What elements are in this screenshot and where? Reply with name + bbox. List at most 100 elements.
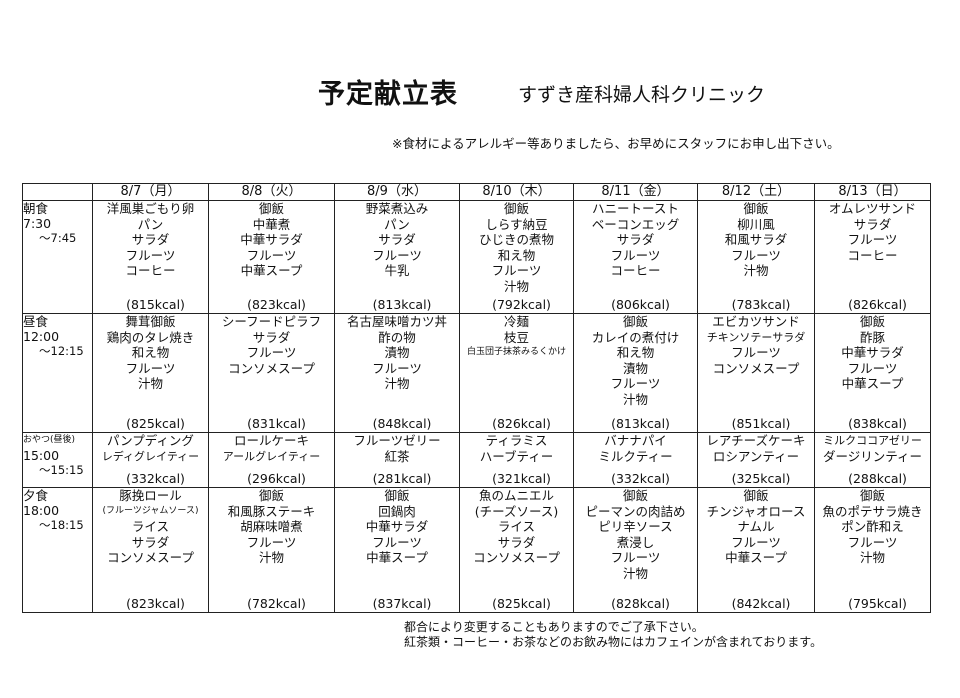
menu-item: コンソメスープ <box>712 360 800 376</box>
menu-item: フルーツ <box>246 534 297 550</box>
menu-item: フルーツ <box>372 247 422 263</box>
menu-item: しらす納豆 <box>485 216 548 232</box>
meal-time-start: 18:00 <box>23 503 60 518</box>
meal-time-end: ～12:15 <box>39 344 84 358</box>
kcal-value: (782kcal) <box>247 596 306 611</box>
meal-label-cell: 昼食 12:00 ～12:15 <box>22 313 93 433</box>
kcal-value: (806kcal) <box>611 297 670 312</box>
kcal-value: (823kcal) <box>247 297 306 312</box>
menu-cell: エビカツサンド チキンソテーサラダ フルーツ コンソメスープ (851kcal) <box>697 313 815 433</box>
menu-item: チンジャオロース <box>706 503 806 519</box>
kcal-value: (783kcal) <box>731 297 791 312</box>
menu-items: エビカツサンド チキンソテーサラダ フルーツ コンソメスープ <box>698 314 814 417</box>
menu-items: 豚挽ロール (フルーツジャムソース) ライス サラダ コンソメスープ <box>93 488 208 597</box>
menu-item: チキンソテーサラダ <box>706 330 806 344</box>
menu-item: 和風豚ステーキ <box>227 503 316 519</box>
menu-cell: 名古屋味噌カツ丼 酢の物 漬物 フルーツ 汁物 (848kcal) <box>334 313 460 433</box>
meal-label-cell: 朝食 7:30 ～7:45 <box>22 200 93 314</box>
menu-item: フルーツ <box>610 247 661 263</box>
kcal-value: (831kcal) <box>247 416 306 431</box>
menu-cell: 御飯 回鍋肉 中華サラダ フルーツ 中華スープ (837kcal) <box>334 487 460 613</box>
menu-item: 漬物 <box>384 345 410 360</box>
menu-item: 舞茸御飯 <box>125 314 176 329</box>
allergy-notice: ※食材によるアレルギー等ありましたら、お早めにスタッフにお申し出下さい。 <box>392 136 840 151</box>
menu-item: レアチーズケーキ <box>706 433 806 448</box>
day-header: 8/7（月） <box>92 183 209 201</box>
menu-items: 御飯 チンジャオロース ナムル フルーツ 中華スープ <box>698 488 814 597</box>
menu-item: 御飯 <box>258 488 284 503</box>
menu-item: フルーツ <box>731 345 781 360</box>
menu-cell: ロールケーキ アールグレイティー (296kcal) <box>208 432 335 488</box>
kcal-value: (815kcal) <box>126 297 185 312</box>
menu-items: 舞茸御飯 鶏肉のタレ焼き 和え物 フルーツ 汁物 <box>93 314 208 417</box>
menu-item: ロシアンティー <box>712 448 800 464</box>
menu-item: 中華スープ <box>841 376 904 391</box>
menu-item: 汁物 <box>258 550 284 565</box>
menu-item: 中華サラダ <box>841 345 904 360</box>
menu-item: ライス <box>497 519 536 534</box>
menu-item: 白玉団子抹茶みるくかけ <box>466 347 566 357</box>
menu-cell: 魚のムニエル (チーズソース) ライス サラダ コンソメスープ (825kcal) <box>459 487 574 613</box>
menu-item: 御飯 <box>622 488 648 503</box>
menu-cell: 冷麺 枝豆 白玉団子抹茶みるくかけ (826kcal) <box>459 313 574 433</box>
menu-item: ピリ辛ソース <box>598 519 673 534</box>
kcal-value: (288kcal) <box>848 471 907 486</box>
menu-item: 汁物 <box>859 550 885 565</box>
menu-item: サラダ <box>497 534 536 550</box>
menu-item: ミルクティー <box>598 448 673 464</box>
menu-item: コンソメスープ <box>228 360 315 376</box>
menu-item: 柳川風 <box>737 216 775 232</box>
menu-item: 中華スープ <box>240 263 303 278</box>
day-header: 8/13（日） <box>814 183 931 201</box>
menu-item: 酢豚 <box>859 329 885 345</box>
menu-item: 冷麺 <box>503 314 529 329</box>
meal-time-start: 7:30 <box>23 216 52 231</box>
kcal-value: (332kcal) <box>611 471 670 486</box>
menu-item: コーヒー <box>125 263 176 278</box>
menu-items: 御飯 中華煮 中華サラダ フルーツ 中華スープ <box>209 201 334 298</box>
menu-item: フルーツ <box>610 376 661 391</box>
meal-time-end: ～18:15 <box>39 518 84 532</box>
menu-item: 御飯 <box>743 488 769 503</box>
menu-item: 紅茶 <box>384 448 410 464</box>
meal-time-start: 12:00 <box>23 329 60 344</box>
menu-item: 中華サラダ <box>365 519 429 534</box>
menu-item: コンソメスープ <box>107 550 194 565</box>
menu-item: フルーツ <box>610 550 661 565</box>
menu-items: 御飯 しらす納豆 ひじきの煮物 和え物 フルーツ 汁物 <box>460 201 573 298</box>
kcal-value: (321kcal) <box>492 471 551 486</box>
menu-item: 和え物 <box>616 345 655 360</box>
meal-name: 朝食 <box>23 201 49 216</box>
menu-item: オムレツサンド <box>828 201 917 216</box>
day-header: 8/8（火） <box>208 183 335 201</box>
menu-items: フルーツゼリー 紅茶 <box>335 433 459 472</box>
menu-item: 御飯 <box>258 201 284 216</box>
kcal-value: (848kcal) <box>372 416 432 431</box>
kcal-value: (842kcal) <box>731 596 791 611</box>
menu-item: ひじきの煮物 <box>478 232 554 247</box>
meal-label-cell: 夕食 18:00 ～18:15 <box>22 487 93 613</box>
menu-item: フルーツ <box>372 360 422 376</box>
menu-item: サラダ <box>131 534 170 550</box>
corner-cell <box>22 183 93 201</box>
menu-item: 酢の物 <box>378 329 416 345</box>
menu-item: 和え物 <box>497 247 536 263</box>
menu-items: ハニートースト ベーコンエッグ サラダ フルーツ コーヒー <box>574 201 697 298</box>
menu-item: 胡麻味噌煮 <box>240 519 303 534</box>
menu-item: サラダ <box>252 329 291 345</box>
menu-items: ミルクココアゼリー ダージリンティー <box>815 433 930 472</box>
meal-time-end: ～7:45 <box>39 231 77 245</box>
menu-item: コーヒー <box>847 247 898 263</box>
menu-items: 魚のムニエル (チーズソース) ライス サラダ コンソメスープ <box>460 488 573 597</box>
kcal-value: (851kcal) <box>731 416 791 431</box>
menu-item: エビカツサンド <box>712 314 800 329</box>
footer-change-notice: 都合により変更することもありますのでご了承下さい。 <box>404 620 704 634</box>
menu-items: 名古屋味噌カツ丼 酢の物 漬物 フルーツ 汁物 <box>335 314 459 417</box>
menu-cell: 豚挽ロール (フルーツジャムソース) ライス サラダ コンソメスープ (823kcal) <box>92 487 209 613</box>
menu-item: 中華サラダ <box>240 232 303 247</box>
menu-cell: ティラミス ハーブティー (321kcal) <box>459 432 574 488</box>
menu-cell: 舞茸御飯 鶏肉のタレ焼き 和え物 フルーツ 汁物 (825kcal) <box>92 313 209 433</box>
menu-item: レディグレイティー <box>101 449 200 463</box>
menu-item: アールグレイティー <box>222 449 321 463</box>
kcal-value: (826kcal) <box>848 297 907 312</box>
